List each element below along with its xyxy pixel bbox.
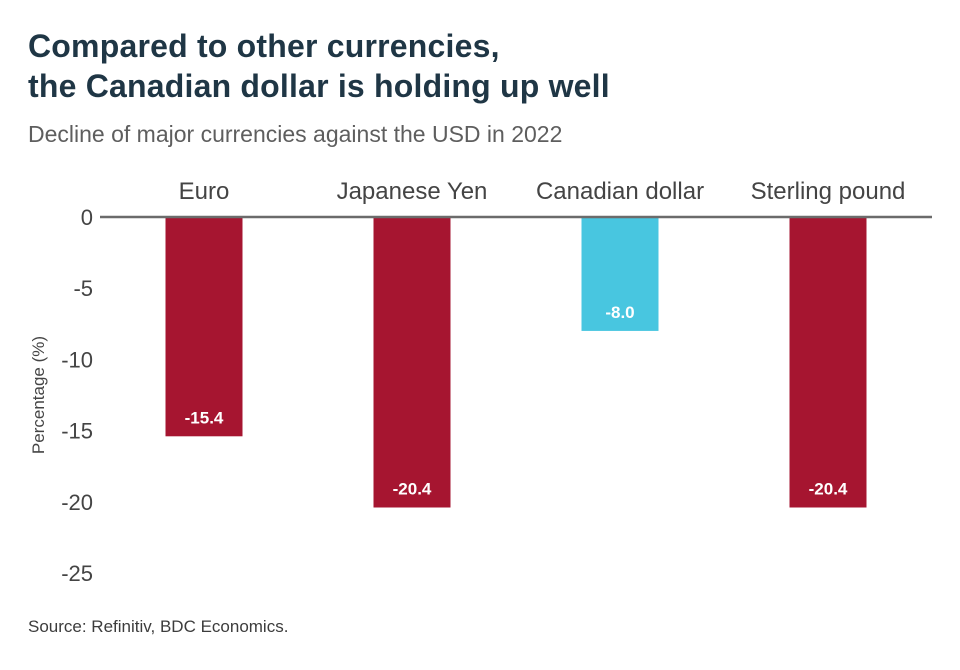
- bar-sterling-pound: [789, 217, 867, 508]
- chart-subtitle: Decline of major currencies against the …: [28, 121, 563, 147]
- bar-value-label: -20.4: [393, 479, 432, 498]
- chart-title-line-2: the Canadian dollar is holding up well: [28, 68, 610, 104]
- bar-euro: [165, 217, 243, 437]
- y-tick-label: 0: [81, 205, 93, 230]
- y-tick-label: -10: [61, 347, 93, 372]
- chart-title: Compared to other currencies, the Canadi…: [28, 26, 610, 106]
- y-tick-label: -20: [61, 490, 93, 515]
- bar-value-label: -20.4: [809, 479, 848, 498]
- category-label: Sterling pound: [751, 178, 906, 205]
- y-axis-title: Percentage (%): [29, 336, 48, 454]
- bar-value-label: -15.4: [185, 408, 224, 427]
- category-label: Canadian dollar: [536, 178, 704, 205]
- category-label: Euro: [179, 178, 230, 205]
- bar-japanese-yen: [373, 217, 451, 508]
- y-tick-label: -15: [61, 419, 93, 444]
- bar-value-label: -8.0: [605, 303, 634, 322]
- y-tick-label: -5: [73, 276, 93, 301]
- y-tick-label: -25: [61, 561, 93, 586]
- category-label: Japanese Yen: [337, 178, 488, 205]
- source-note: Source: Refinitiv, BDC Economics.: [28, 617, 289, 636]
- chart-title-line-1: Compared to other currencies,: [28, 28, 500, 64]
- bar-canadian-dollar: [581, 217, 659, 331]
